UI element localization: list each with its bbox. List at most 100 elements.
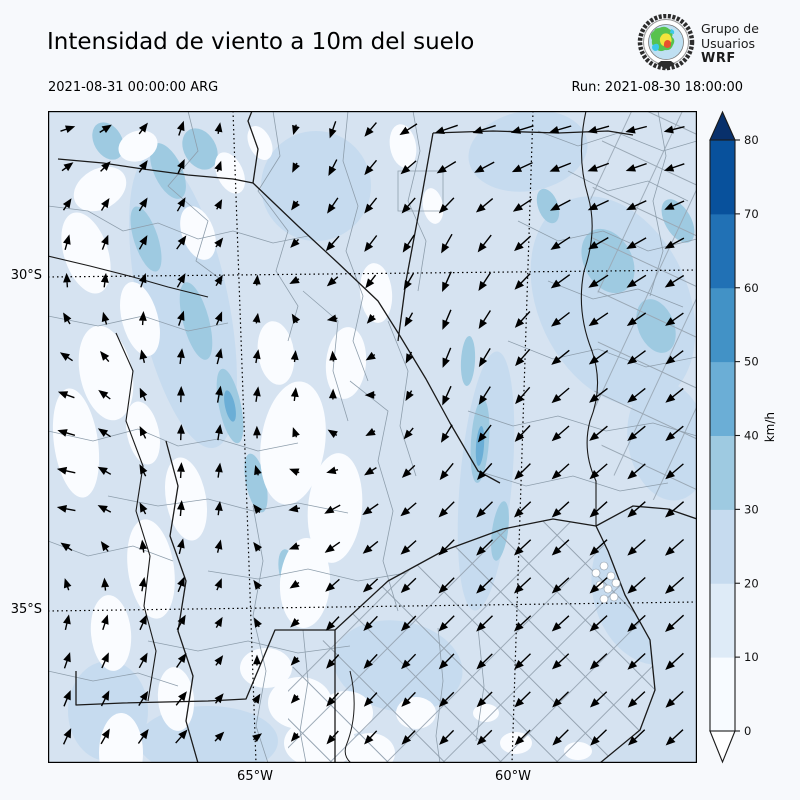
wind-arrow — [401, 464, 416, 478]
wind-arrow — [176, 273, 186, 288]
wind-arrow — [325, 616, 340, 631]
wind-arrow — [514, 691, 531, 708]
wind-arrow — [328, 159, 338, 177]
wind-arrow — [57, 429, 76, 437]
wind-arrow — [324, 541, 341, 553]
wind-arrow — [405, 351, 414, 364]
wind-arrow — [62, 198, 72, 211]
wind-arrow — [139, 539, 148, 553]
wind-arrow — [63, 652, 71, 669]
wind-arrow — [290, 350, 299, 363]
wind-arrow — [588, 274, 609, 288]
logo-text-line1: Grupo de — [701, 21, 759, 36]
wind-arrow — [627, 691, 646, 708]
wind-arrow — [438, 653, 455, 670]
wind-arrow — [549, 125, 572, 134]
wind-arrow — [364, 235, 378, 252]
wind-arrow — [100, 728, 110, 745]
wind-arrow — [515, 386, 531, 405]
wind-arrow — [627, 387, 646, 403]
wind-arrow — [57, 391, 75, 399]
wind-arrow — [665, 614, 685, 633]
wind-arrow — [513, 577, 532, 594]
wind-arrow — [589, 653, 608, 670]
map-frame — [48, 111, 697, 763]
colorbar-segment — [710, 213, 735, 289]
wind-arrow — [366, 313, 377, 324]
wind-arrow — [364, 197, 378, 214]
colorbar-tick-label: 20 — [744, 576, 759, 590]
wind-map-canvas — [48, 111, 697, 763]
wind-arrow — [138, 311, 147, 326]
wind-arrow — [365, 428, 376, 436]
wind-arrow — [551, 577, 570, 594]
wind-arrow — [665, 425, 684, 441]
wind-arrow — [252, 349, 261, 364]
wind-arrow — [176, 235, 187, 250]
wind-arrow — [138, 160, 148, 173]
wind-arrow — [588, 350, 609, 365]
wind-arrow — [214, 655, 224, 666]
wind-arrow — [514, 273, 531, 290]
wind-arrow — [290, 238, 300, 248]
lon-tick-label: 60°W — [495, 769, 531, 784]
wind-arrow — [438, 539, 455, 556]
wind-arrow — [290, 618, 300, 628]
wind-arrow — [362, 503, 379, 516]
wind-arrow — [63, 234, 71, 250]
wind-arrow — [214, 237, 224, 248]
wind-arrow — [214, 693, 224, 704]
wind-arrow — [627, 463, 646, 480]
wind-arrow — [400, 615, 417, 632]
wind-arrow — [665, 501, 685, 518]
wind-arrow — [100, 161, 111, 172]
wind-arrow — [292, 427, 300, 438]
wind-arrow — [177, 538, 185, 555]
colorbar-tick-label: 10 — [744, 650, 759, 664]
wind-arrow — [100, 272, 109, 288]
wind-arrow — [514, 729, 531, 746]
wind-arrow — [589, 387, 608, 403]
wind-arrow — [625, 125, 647, 134]
wind-arrow — [176, 197, 186, 212]
colorbar-segment — [710, 657, 735, 732]
wind-arrow — [101, 311, 110, 325]
colorbar-tick-label: 40 — [744, 429, 759, 443]
wind-arrow — [364, 159, 378, 176]
wind-arrow — [138, 235, 148, 250]
wind-arrow — [327, 429, 338, 439]
wind-arrow — [476, 729, 493, 746]
wind-arrow — [63, 614, 71, 631]
wind-arrow — [400, 540, 417, 555]
wind-arrow — [290, 693, 301, 704]
colorbar-segment — [710, 509, 735, 584]
wind-arrow — [326, 692, 340, 707]
wind-arrow — [329, 121, 337, 139]
wind-arrow — [289, 580, 300, 589]
wind-arrow — [626, 237, 647, 249]
wind-arrow — [626, 274, 647, 288]
wind-arrow — [177, 576, 185, 593]
wind-arrow — [177, 424, 185, 441]
wind-arrow — [139, 614, 147, 631]
wind-arrow — [664, 274, 685, 288]
colorbar-segment — [710, 583, 735, 658]
wind-arrow — [289, 276, 300, 284]
wind-arrow — [177, 159, 185, 174]
wind-arrow — [665, 350, 684, 365]
colorbar-tick-label: 0 — [744, 724, 751, 738]
wind-arrow — [403, 427, 414, 440]
wind-arrow — [665, 576, 685, 594]
wind-arrow — [627, 652, 646, 670]
wind-arrow — [326, 654, 340, 669]
wind-arrow — [438, 691, 455, 708]
wind-arrow — [253, 504, 263, 515]
district-mesh-se — [288, 519, 655, 763]
wind-arrow — [363, 692, 378, 707]
wind-arrow — [513, 539, 532, 556]
wind-arrow — [438, 615, 455, 632]
wind-arrow — [327, 197, 339, 214]
wind-arrow — [665, 729, 684, 746]
wind-arrow — [665, 538, 685, 556]
wind-arrow — [292, 162, 300, 173]
